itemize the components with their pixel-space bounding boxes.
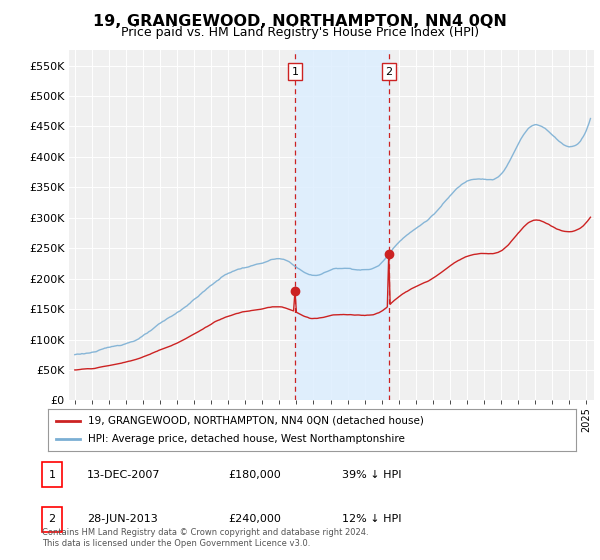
Text: Contains HM Land Registry data © Crown copyright and database right 2024.
This d: Contains HM Land Registry data © Crown c… [42, 528, 368, 548]
Text: 1: 1 [49, 470, 55, 479]
Text: £240,000: £240,000 [228, 515, 281, 524]
Text: 19, GRANGEWOOD, NORTHAMPTON, NN4 0QN (detached house): 19, GRANGEWOOD, NORTHAMPTON, NN4 0QN (de… [88, 416, 424, 426]
Text: 28-JUN-2013: 28-JUN-2013 [87, 515, 158, 524]
Text: 39% ↓ HPI: 39% ↓ HPI [342, 470, 401, 479]
Text: 2: 2 [385, 67, 392, 77]
Text: HPI: Average price, detached house, West Northamptonshire: HPI: Average price, detached house, West… [88, 435, 404, 445]
Bar [295, 50, 389, 400]
Text: 1: 1 [292, 67, 298, 77]
Text: 13-DEC-2007: 13-DEC-2007 [87, 470, 161, 479]
Text: 2: 2 [49, 515, 55, 524]
Text: £180,000: £180,000 [228, 470, 281, 479]
Text: Price paid vs. HM Land Registry's House Price Index (HPI): Price paid vs. HM Land Registry's House … [121, 26, 479, 39]
Text: 12% ↓ HPI: 12% ↓ HPI [342, 515, 401, 524]
Text: 19, GRANGEWOOD, NORTHAMPTON, NN4 0QN: 19, GRANGEWOOD, NORTHAMPTON, NN4 0QN [93, 14, 507, 29]
